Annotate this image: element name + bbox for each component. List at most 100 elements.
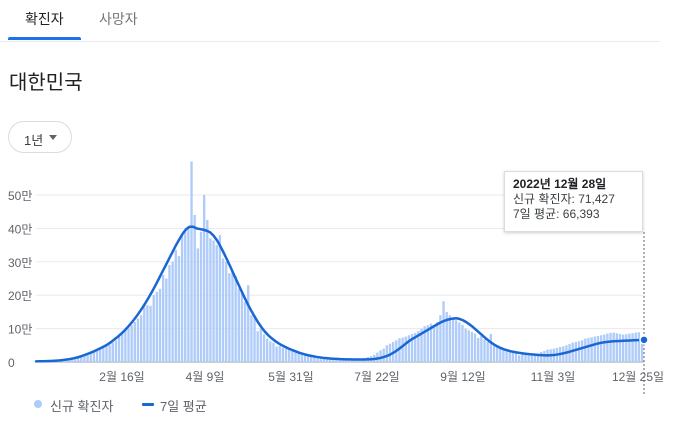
new-cases-bar — [133, 321, 137, 362]
new-cases-bar — [319, 357, 322, 362]
new-cases-bar — [464, 328, 467, 362]
new-cases-bar — [436, 322, 439, 362]
new-cases-bar — [310, 355, 313, 362]
new-cases-bar — [483, 339, 486, 362]
new-cases-bar — [618, 333, 622, 362]
new-cases-bar — [231, 271, 234, 362]
new-cases-bar — [454, 320, 458, 362]
avg-line-series — [34, 225, 646, 363]
dropdown-caret-icon — [49, 135, 57, 140]
y-tick-label: 10만 — [8, 323, 32, 337]
x-axis-ticks: 2월 16일 4월 9일 5월 31일 7월 22일 9월 12일 11월 3일 12월 2… — [99, 370, 664, 384]
new-cases-bar — [184, 231, 187, 362]
tooltip-date: 2022년 12월 28일 — [513, 177, 607, 191]
new-cases-bar — [76, 356, 80, 362]
new-cases-bar — [467, 330, 470, 362]
new-cases-bar — [473, 333, 477, 362]
new-cases-bar — [417, 330, 420, 362]
y-tick-label: 0 — [8, 356, 15, 370]
new-cases-bar — [426, 325, 429, 362]
new-cases-bar — [215, 245, 218, 362]
new-cases-bar — [89, 353, 92, 362]
new-cases-bar — [127, 328, 130, 362]
new-cases-bar — [306, 354, 310, 362]
legend-line-icon — [142, 403, 154, 406]
new-cases-bar — [492, 345, 496, 362]
new-cases-bar — [262, 334, 266, 362]
new-cases-bar — [596, 335, 600, 362]
new-cases-bar — [388, 343, 392, 362]
tab-confirmed-cases[interactable]: 확진자 — [25, 11, 64, 27]
new-cases-bar — [297, 351, 300, 362]
new-cases-bar — [114, 340, 118, 362]
new-cases-bar — [83, 355, 86, 362]
region-title: 대한민국 — [9, 72, 83, 94]
new-cases-bar — [606, 333, 609, 362]
new-cases-bar — [234, 275, 237, 362]
chart-bars — [36, 161, 644, 362]
new-cases-bar — [530, 355, 533, 362]
new-cases-bar — [401, 337, 404, 362]
new-cases-bar — [325, 357, 329, 362]
new-cases-bar — [199, 231, 203, 362]
new-cases-bar — [625, 334, 628, 362]
new-cases-bar — [432, 325, 436, 362]
new-cases-bar — [502, 349, 505, 362]
x-tick-label: 7월 22일 — [354, 370, 399, 384]
tab-deaths[interactable]: 사망자 — [99, 11, 138, 27]
x-tick-label: 9월 12일 — [440, 370, 485, 384]
new-cases-bar — [209, 238, 212, 362]
new-cases-bar — [180, 235, 184, 362]
new-cases-bar — [146, 305, 149, 362]
new-cases-bar — [382, 348, 385, 362]
new-cases-bar — [461, 324, 464, 362]
new-cases-bar — [95, 350, 99, 362]
new-cases-bar — [521, 353, 524, 362]
new-cases-bar — [155, 291, 159, 362]
new-cases-bar — [136, 318, 140, 362]
new-cases-bar — [640, 338, 644, 362]
x-tick-label: 5월 31일 — [268, 370, 313, 384]
new-cases-bar — [335, 358, 338, 362]
new-cases-bar — [423, 326, 426, 362]
new-cases-bar — [480, 335, 483, 362]
new-cases-bar — [470, 331, 474, 362]
new-cases-bar — [187, 226, 190, 362]
new-cases-bar — [347, 359, 351, 362]
new-cases-bar — [580, 340, 584, 362]
tab-bar: 확진자 사망자 — [0, 0, 660, 42]
new-cases-bar — [168, 265, 171, 362]
new-cases-bar — [313, 355, 316, 362]
new-cases-bar — [414, 332, 417, 362]
new-cases-bar — [517, 355, 521, 362]
tooltip-7day-avg: 7일 평균: 66,393 — [513, 207, 600, 221]
new-cases-bar — [243, 301, 247, 362]
new-cases-bar — [275, 346, 278, 362]
cases-chart[interactable]: 0 10만 20만 30만 40만 50만 2월 16일 4월 9일 5월 31일 7월 22일… — [0, 160, 675, 395]
new-cases-bar — [533, 353, 537, 362]
new-cases-bar — [322, 357, 326, 362]
new-cases-bar — [379, 350, 382, 362]
legend-dot-icon — [34, 400, 42, 408]
y-tick-label: 20만 — [8, 289, 32, 303]
new-cases-bar — [442, 301, 445, 362]
x-tick-label: 12월 25일 — [612, 370, 664, 384]
period-dropdown[interactable]: 1년 — [8, 121, 72, 153]
new-cases-bar — [404, 336, 407, 362]
new-cases-bar — [451, 318, 455, 362]
new-cases-bar — [445, 311, 448, 362]
new-cases-bar — [524, 354, 527, 362]
new-cases-bar — [593, 336, 596, 362]
new-cases-bar — [486, 341, 489, 362]
new-cases-bar — [574, 341, 578, 362]
new-cases-bar — [385, 345, 389, 362]
new-cases-bar — [628, 333, 631, 362]
new-cases-bar — [86, 354, 89, 362]
new-cases-bar — [105, 345, 108, 362]
legend-new-cases-label: 신규 확진자 — [50, 399, 114, 414]
new-cases-bar — [202, 195, 206, 362]
new-cases-bar — [165, 278, 168, 362]
y-axis-ticks: 0 10만 20만 30만 40만 50만 — [8, 189, 32, 370]
new-cases-bar — [584, 338, 587, 362]
new-cases-bar — [171, 261, 174, 362]
